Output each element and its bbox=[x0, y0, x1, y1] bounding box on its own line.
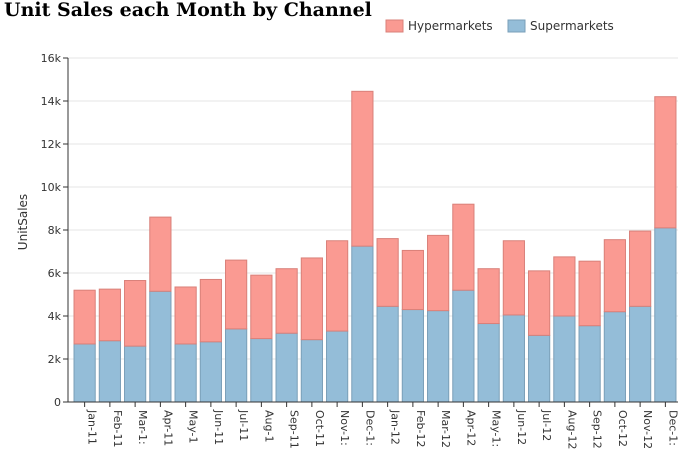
x-tick-label: Apr-11 bbox=[161, 410, 174, 446]
x-tick-label: Nov-12 bbox=[641, 410, 654, 449]
bar-hypermarkets bbox=[351, 90, 374, 247]
x-tick-label: Sep-12 bbox=[591, 410, 604, 449]
x-tick-label: Sep-11 bbox=[288, 410, 301, 449]
bar-hypermarkets bbox=[654, 96, 677, 229]
x-tick-label: Dec-1: bbox=[363, 410, 376, 446]
bar-supermarkets bbox=[502, 314, 525, 403]
bar-hypermarkets bbox=[553, 256, 576, 317]
bar-hypermarkets bbox=[98, 288, 121, 342]
bar-supermarkets bbox=[250, 338, 273, 403]
y-tick-label: 12k bbox=[41, 138, 62, 151]
y-tick-label: 8k bbox=[48, 224, 62, 237]
x-tick-label: May-1 bbox=[187, 410, 200, 444]
bar-hypermarkets bbox=[452, 203, 475, 291]
bar-supermarkets bbox=[578, 325, 601, 403]
x-tick-label: Apr-12 bbox=[464, 410, 477, 446]
bar-supermarkets bbox=[326, 330, 349, 403]
bar-hypermarkets bbox=[427, 234, 450, 312]
bar-supermarkets bbox=[401, 309, 424, 403]
bar-hypermarkets bbox=[578, 260, 601, 327]
bar-supermarkets bbox=[553, 315, 576, 403]
bar-hypermarkets bbox=[603, 239, 626, 313]
x-tick-label: Jun-11 bbox=[212, 409, 225, 445]
bar-supermarkets bbox=[376, 305, 399, 403]
bar-supermarkets bbox=[300, 339, 323, 403]
bar-hypermarkets bbox=[225, 259, 248, 330]
x-tick-label: Oct-12 bbox=[616, 410, 629, 447]
bar-hypermarkets bbox=[124, 280, 147, 347]
x-tick-label: May-1: bbox=[490, 410, 503, 447]
bar-hypermarkets bbox=[174, 286, 197, 345]
bar-supermarkets bbox=[149, 290, 172, 403]
x-tick-label: Oct-11 bbox=[313, 410, 326, 447]
bar-hypermarkets bbox=[300, 257, 323, 341]
chart-title: Unit Sales each Month by Channel bbox=[4, 0, 372, 21]
legend-swatch bbox=[507, 19, 526, 33]
legend-label: Supermarkets bbox=[530, 19, 614, 33]
bar-hypermarkets bbox=[502, 240, 525, 316]
x-tick-label: Jul-12 bbox=[540, 409, 553, 441]
bar-supermarkets bbox=[73, 343, 96, 403]
bar-supermarkets bbox=[528, 334, 551, 403]
x-tick-label: Mar-1: bbox=[136, 410, 149, 445]
x-tick-label: Feb-12 bbox=[414, 410, 427, 447]
axes: 0 2k 4k 6k 8k 10k 12k 14k 16k Jan-11 Feb-11 Mar-1: A… bbox=[41, 52, 680, 449]
bar-supermarkets bbox=[98, 340, 121, 403]
x-tick-label: Aug-12 bbox=[565, 410, 578, 449]
y-tick-label: 6k bbox=[48, 267, 62, 280]
bar-supermarkets bbox=[225, 328, 248, 403]
bar-supermarkets bbox=[174, 343, 197, 403]
y-tick-label: 14k bbox=[41, 95, 62, 108]
x-tick-label: Nov-1: bbox=[338, 410, 351, 446]
bar-hypermarkets bbox=[250, 274, 273, 340]
y-tick-label: 16k bbox=[41, 52, 62, 65]
bar-hypermarkets bbox=[401, 249, 424, 311]
y-tick-label: 10k bbox=[41, 181, 62, 194]
legend-swatch bbox=[385, 19, 404, 33]
bar-supermarkets bbox=[351, 245, 374, 403]
x-tick-label: Jan-12 bbox=[389, 409, 402, 445]
x-tick-label: Mar-12 bbox=[439, 410, 452, 448]
bar-supermarkets bbox=[275, 332, 298, 403]
y-tick-label: 4k bbox=[48, 310, 62, 323]
bar-hypermarkets bbox=[326, 240, 349, 332]
bars bbox=[73, 90, 677, 403]
bar-hypermarkets bbox=[528, 270, 551, 336]
bar-hypermarkets bbox=[275, 268, 298, 334]
x-tick-label: Dec-1: bbox=[666, 410, 679, 446]
x-tick-label: Jun-12 bbox=[515, 409, 528, 445]
bar-supermarkets bbox=[124, 345, 147, 403]
x-tick-label: Jan-11 bbox=[86, 409, 99, 445]
bar-hypermarkets bbox=[149, 216, 172, 292]
x-tick-label: Feb-11 bbox=[111, 410, 124, 447]
bar-supermarkets bbox=[427, 310, 450, 403]
bar-hypermarkets bbox=[629, 230, 652, 307]
bar-supermarkets bbox=[629, 305, 652, 403]
y-tick-label: 2k bbox=[48, 353, 62, 366]
bar-hypermarkets bbox=[477, 268, 500, 325]
x-tick-label: Aug-1 bbox=[262, 410, 275, 442]
legend-label: Hypermarkets bbox=[408, 19, 493, 33]
bar-supermarkets bbox=[603, 311, 626, 403]
bar-supermarkets bbox=[452, 289, 475, 403]
bar-supermarkets bbox=[654, 227, 677, 403]
y-tick-label: 0 bbox=[54, 396, 61, 409]
legend: Hypermarkets Supermarkets bbox=[385, 19, 614, 33]
y-axis-label: UnitSales bbox=[16, 194, 30, 250]
bar-supermarkets bbox=[199, 341, 222, 403]
bar-supermarkets bbox=[477, 323, 500, 403]
bar-hypermarkets bbox=[73, 289, 96, 345]
x-tick-label: Jul-11 bbox=[237, 409, 250, 441]
bar-hypermarkets bbox=[199, 278, 222, 343]
bar-hypermarkets bbox=[376, 238, 399, 307]
